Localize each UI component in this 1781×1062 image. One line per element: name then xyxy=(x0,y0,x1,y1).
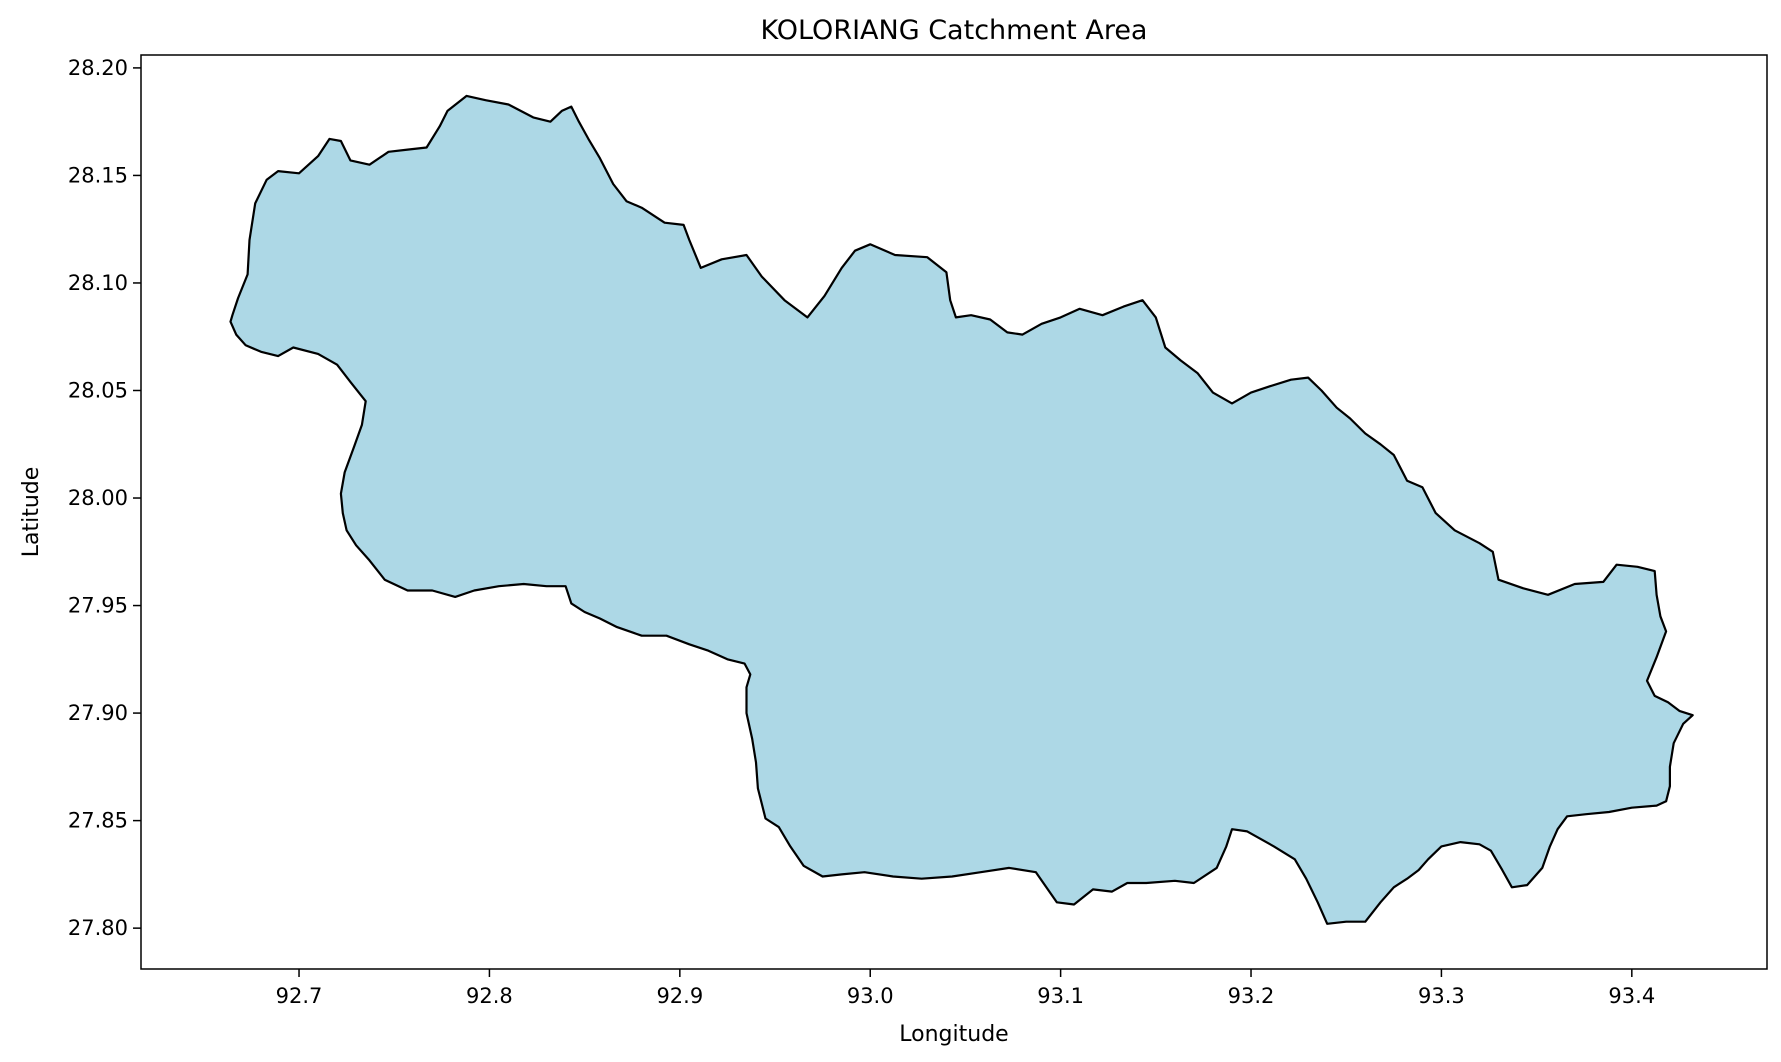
plot-frame xyxy=(140,54,1768,970)
x-tick-label: 92.7 xyxy=(276,984,323,1008)
y-tick-label: 27.95 xyxy=(68,594,128,618)
x-axis-ticks: 92.7 92.8 92.9 93.0 93.1 93.2 93.3 93.4 xyxy=(276,969,1655,1008)
x-axis-label: Longitude xyxy=(899,1022,1008,1047)
y-tick-label: 28.00 xyxy=(68,486,128,510)
x-tick-label: 93.1 xyxy=(1037,984,1084,1008)
y-tick-label: 27.80 xyxy=(68,916,128,940)
y-tick-label: 27.85 xyxy=(68,809,128,833)
y-tick-label: 28.15 xyxy=(68,163,128,187)
x-tick-label: 92.9 xyxy=(656,984,703,1008)
catchment-polygon xyxy=(229,94,1694,925)
y-axis-label: Latitude xyxy=(19,467,44,558)
x-tick-label: 93.4 xyxy=(1608,984,1655,1008)
x-tick-label: 92.8 xyxy=(466,984,513,1008)
x-tick-label: 93.0 xyxy=(847,984,894,1008)
x-tick-label: 93.3 xyxy=(1418,984,1465,1008)
plot-area xyxy=(229,94,1694,925)
y-tick-label: 28.10 xyxy=(68,271,128,295)
y-tick-label: 28.05 xyxy=(68,378,128,402)
y-tick-label: 27.90 xyxy=(68,701,128,725)
chart-title: KOLORIANG Catchment Area xyxy=(761,15,1148,46)
x-tick-label: 93.2 xyxy=(1228,984,1275,1008)
y-axis-ticks: 27.80 27.85 27.90 27.95 28.00 28.05 28.10 28.15… xyxy=(68,56,141,940)
y-tick-label: 28.20 xyxy=(68,56,128,80)
